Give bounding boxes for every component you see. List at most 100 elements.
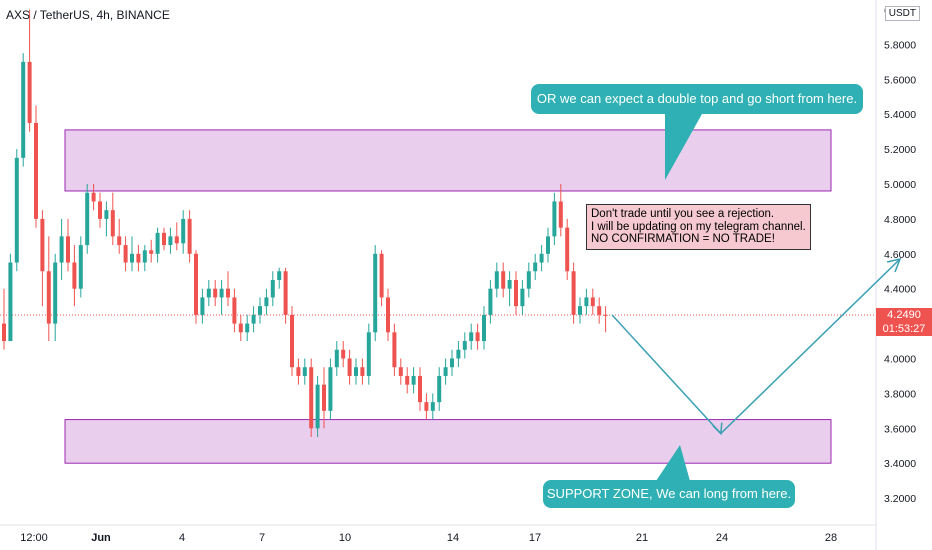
candle-body (238, 323, 243, 333)
candle-body (264, 297, 269, 307)
support-zone-note[interactable]: SUPPORT ZONE, We can long from here. (543, 480, 795, 508)
candle-body (270, 279, 275, 298)
candle-body (123, 245, 128, 263)
candle-body (21, 61, 26, 158)
y-tick-label: 5.4000 (884, 109, 916, 121)
candle-body (149, 250, 154, 254)
candle-body (91, 192, 96, 202)
candle-body (366, 332, 371, 376)
x-tick-label: 10 (339, 532, 351, 544)
candle-body (110, 210, 115, 237)
candle-body (181, 218, 186, 244)
projection-arrowhead (712, 422, 723, 436)
candle-body (507, 279, 512, 289)
y-tick-label: 4.6000 (884, 249, 916, 261)
x-tick-label: 4 (179, 532, 185, 544)
candle-body (251, 314, 256, 324)
candle-body (571, 271, 576, 315)
candle-body (328, 367, 333, 411)
currency-unit[interactable]: USDT (884, 6, 920, 21)
candle-body (578, 306, 582, 315)
candle-body (290, 314, 294, 368)
candle-body (315, 384, 320, 429)
candle-body (494, 271, 499, 289)
resistance-zone (64, 129, 832, 192)
projection-path (611, 258, 901, 435)
x-tick-label: 12:00 (20, 532, 48, 544)
candle-body (226, 288, 230, 298)
candle-body (85, 192, 90, 246)
candle-body (514, 279, 518, 307)
y-tick-label: 5.0000 (884, 179, 916, 191)
candle-body (424, 402, 429, 411)
countdown-badge: 01:53:27 (876, 322, 932, 336)
candle-body (302, 367, 307, 376)
candle-body (520, 288, 525, 307)
candle-body (469, 332, 474, 342)
y-tick-label: 5.6000 (884, 74, 916, 86)
candle-body (59, 236, 64, 263)
candle-body (46, 271, 51, 324)
candle-body (213, 288, 218, 298)
candle-body (27, 61, 32, 123)
candle-body (136, 253, 141, 263)
candle-body (347, 358, 352, 376)
candle-body (142, 250, 147, 263)
y-tick-label: 3.8000 (884, 388, 916, 400)
projection-arrowhead (886, 257, 902, 273)
candle-body (392, 332, 397, 368)
candle-body (482, 314, 486, 342)
y-tick-label: 4.8000 (884, 214, 916, 226)
candle-body (354, 367, 358, 376)
candle-body (584, 297, 589, 307)
candle-body (501, 271, 506, 289)
candle-body (386, 297, 390, 333)
bottom-note-tail (656, 445, 690, 481)
candle-body (526, 271, 531, 289)
x-tick-label: 21 (636, 532, 648, 544)
x-tick-label: 17 (529, 532, 541, 544)
y-tick-label: 3.2000 (884, 493, 916, 505)
candle-body (597, 306, 602, 315)
candle-body (206, 288, 211, 298)
candle-body (40, 218, 45, 272)
y-tick-label: 5.8000 (884, 39, 916, 51)
symbol-title[interactable]: AXS / TetherUS, 4h, BINANCE (6, 8, 170, 22)
candle-body (219, 288, 224, 298)
candle-body (104, 210, 109, 219)
candle-body (130, 253, 134, 263)
x-tick-label: 7 (259, 532, 265, 544)
candle-body (341, 349, 346, 359)
support-zone (64, 419, 832, 464)
candle-body (277, 271, 282, 280)
candle-body (418, 375, 422, 403)
candle-body (334, 349, 339, 368)
candle-body (450, 358, 454, 368)
candle-body (258, 306, 262, 315)
candle-body (117, 236, 122, 246)
x-tick-label: Jun (91, 532, 111, 544)
candle-body (552, 201, 557, 237)
warning-note[interactable]: Don't trade until you see a rejection. I… (586, 204, 811, 250)
candle-body (603, 314, 608, 316)
y-tick-label: 5.2000 (884, 144, 916, 156)
candle-body (53, 262, 58, 324)
candle-body (488, 288, 493, 315)
candle-body (155, 232, 160, 254)
candle-body (475, 332, 480, 342)
candle-body (296, 367, 301, 376)
candle-body (546, 236, 550, 254)
candle-body (456, 349, 461, 359)
candle-body (322, 384, 326, 411)
y-tick-label: 4.0000 (884, 354, 916, 366)
candle-body (565, 227, 570, 272)
y-tick-label: 4.4000 (884, 284, 916, 296)
double-top-note[interactable]: OR we can expect a double top and go sho… (531, 84, 863, 114)
top-note-tail (665, 114, 702, 180)
candle-body (168, 236, 173, 246)
candle-body (398, 367, 403, 376)
x-tick-label: 14 (447, 532, 459, 544)
last-price-badge: 4.2490 (876, 308, 932, 322)
